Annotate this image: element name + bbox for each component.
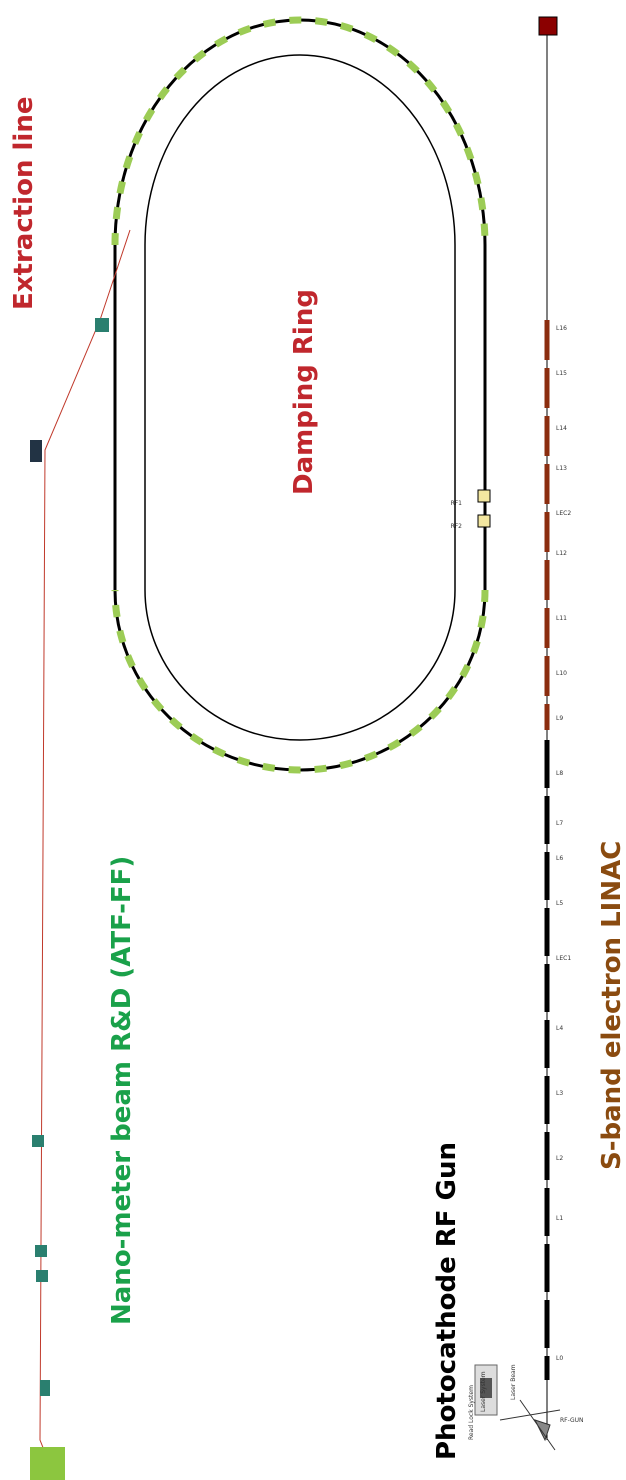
dump	[30, 1447, 65, 1480]
ff-title: Nano-meter beam R&D (ATF-FF)	[107, 856, 137, 1325]
linac-label: LEC2	[556, 510, 571, 517]
rf-cavity	[477, 514, 491, 528]
gun-label: Read Lock System	[468, 1385, 475, 1440]
linac-label: L6	[556, 855, 563, 862]
ring-title: Damping Ring	[289, 289, 319, 495]
ring-magnets	[111, 16, 489, 774]
magnet	[35, 1245, 47, 1257]
linac-label: L14	[556, 425, 567, 432]
gun-title: Photocathode RF Gun	[432, 1142, 462, 1460]
gun-label: RF-GUN	[560, 1417, 584, 1424]
magnet	[40, 1380, 50, 1396]
linac-label: L9	[556, 715, 563, 722]
linac-label: L4	[556, 1025, 563, 1032]
rf-label: RF2	[451, 523, 463, 530]
linac-label: L5	[556, 900, 563, 907]
linac-title: S-band electron LINAC	[597, 841, 626, 1170]
extraction-title: Extraction line	[9, 97, 39, 310]
linac-label: L12	[556, 550, 567, 557]
magnet	[95, 318, 109, 332]
rf-cavity	[477, 489, 491, 503]
linac-label: L0	[556, 1355, 563, 1362]
gun-hardware	[499, 1399, 561, 1451]
laser-part	[480, 1378, 492, 1398]
gun-label: Laser System	[480, 1371, 487, 1412]
linac-label: L2	[556, 1155, 563, 1162]
linac-label: LEC1	[556, 955, 571, 962]
linac-label: L1	[556, 1215, 563, 1222]
beam-dump	[538, 16, 558, 36]
magnet	[32, 1135, 44, 1147]
linac-label: L8	[556, 770, 563, 777]
linac-label: L11	[556, 615, 567, 622]
magnet	[36, 1270, 48, 1282]
linac-label: L10	[556, 670, 567, 677]
linac-label: L15	[556, 370, 567, 377]
linac-label: L7	[556, 820, 563, 827]
linac-label: L16	[556, 325, 567, 332]
magnet	[30, 440, 42, 462]
linac-label: L13	[556, 465, 567, 472]
linac-label: L3	[556, 1090, 563, 1097]
gun-label: Laser Beam	[510, 1364, 517, 1400]
rf-label: RF1	[451, 500, 463, 507]
ring-inner	[144, 54, 456, 741]
